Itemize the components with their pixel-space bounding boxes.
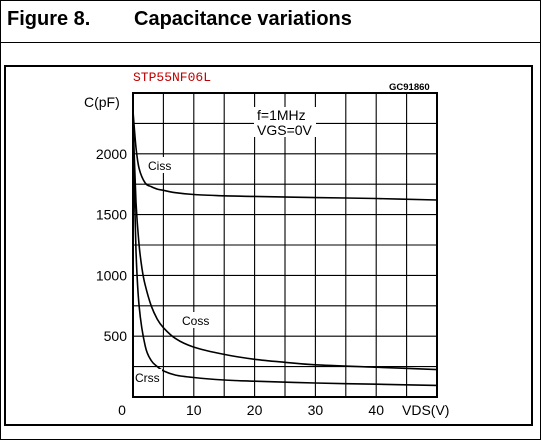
code-label: GC91860 <box>389 82 430 93</box>
grid <box>133 93 437 397</box>
y-tick-label: 2000 <box>96 146 127 162</box>
figure-title: Capacitance variations <box>134 8 352 30</box>
x-tick-label: 40 <box>368 402 384 418</box>
plot-frame <box>4 65 533 426</box>
series-line-coss <box>132 117 438 371</box>
x-tick-label: 20 <box>247 402 263 418</box>
conditions-box <box>254 107 316 137</box>
x-tick-label: 0 <box>118 402 126 418</box>
x-tick-label: 30 <box>308 402 324 418</box>
series-label-bg-coss <box>181 312 213 328</box>
axes: 500 1000 1500 2000 0 10 20 30 40 <box>96 92 438 418</box>
series-line-crss <box>132 129 438 387</box>
y-axis-label: C(pF) <box>84 94 120 110</box>
curves <box>132 111 438 387</box>
figure-frame <box>0 42 541 440</box>
series-label-ciss: Ciss <box>148 159 171 173</box>
figure-header: Figure 8. Capacitance variations <box>0 0 541 42</box>
part-number-label: STP55NF06L <box>133 70 211 85</box>
condition-vgs: VGS=0V <box>257 122 313 138</box>
condition-frequency: f=1MHz <box>257 107 306 123</box>
labels: STP55NF06L GC91860 C(pF) f=1MHz VGS=0V V… <box>84 70 449 418</box>
series-label-bg-crss <box>134 369 162 385</box>
y-tick-label: 1000 <box>96 267 127 283</box>
x-axis-label: VDS(V) <box>402 402 449 418</box>
figure-number: Figure 8. <box>7 8 91 30</box>
plot-area <box>132 92 438 398</box>
x-tick-label: 10 <box>186 402 202 418</box>
series-label-coss: Coss <box>182 314 209 328</box>
series-line-ciss <box>132 111 438 201</box>
series-label-crss: Crss <box>135 371 160 385</box>
series-label-bg-ciss <box>147 157 175 173</box>
y-tick-label: 1500 <box>96 207 127 223</box>
y-tick-label: 500 <box>104 328 128 344</box>
